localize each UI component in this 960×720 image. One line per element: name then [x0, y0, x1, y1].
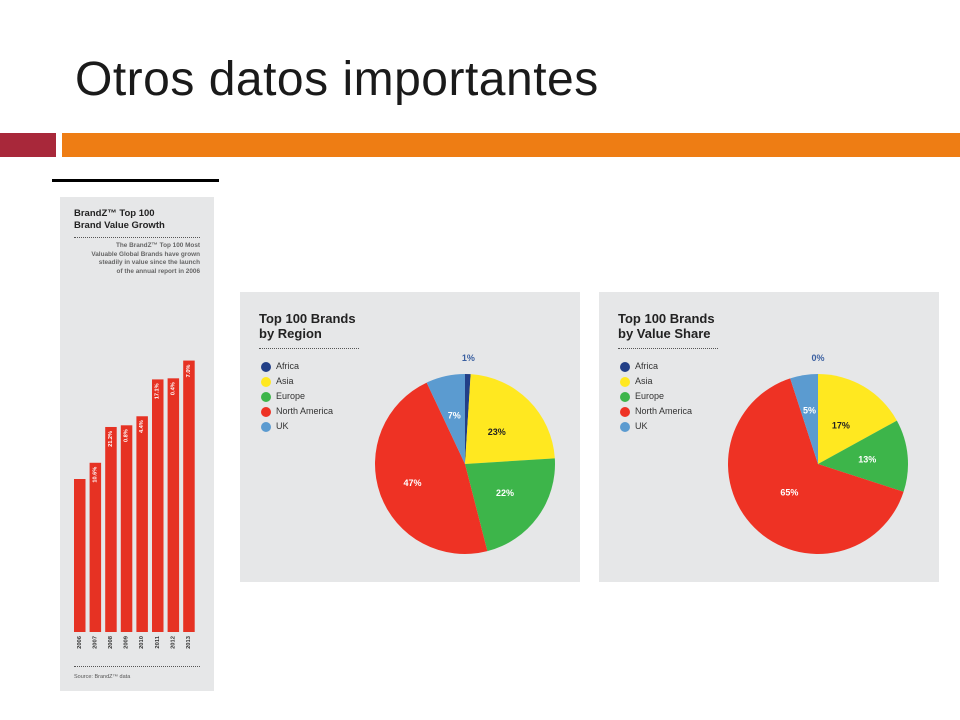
- dotted-divider: [259, 348, 359, 349]
- bar-2012: [167, 378, 180, 632]
- legend-label: Africa: [635, 361, 659, 371]
- dotted-divider: [618, 348, 718, 349]
- bar-2008: [105, 426, 117, 632]
- growth-bar-chart: 2006 10.6% 2007 21.2% 2008 0.8% 2009 4.4% 2010 17…: [74, 360, 195, 649]
- legend-label: UK: [635, 421, 648, 431]
- region-title-line-2: by Region: [259, 326, 322, 341]
- slice-north-america: [374, 382, 488, 554]
- bar-year-label: 2011: [155, 635, 161, 648]
- bar-year-label: 2007: [92, 636, 98, 649]
- bar-2011: [152, 379, 164, 632]
- slice-value-label: 5%: [803, 406, 816, 416]
- brand-value-growth-panel: BrandZ™ Top 100 Brand Value Growth The B…: [60, 197, 214, 691]
- slice-europe: [818, 420, 908, 492]
- bar-value-label: 17.1%: [155, 383, 161, 399]
- bar-year-label: 2010: [139, 636, 145, 649]
- bar-2007: [89, 462, 102, 632]
- value-title-line-1: Top 100 Brands: [618, 311, 715, 326]
- bar-value-label: 4.4%: [139, 420, 145, 433]
- slice-value-label: 13%: [858, 454, 876, 464]
- slice-value-label: 47%: [403, 478, 421, 488]
- bar-year-label: 2012: [170, 636, 176, 649]
- bar-value-label: 10.6%: [92, 467, 98, 483]
- region-title-line-1: Top 100 Brands: [259, 311, 356, 326]
- slice-north-america: [728, 378, 904, 554]
- legend-label: North America: [635, 406, 693, 416]
- dotted-divider: [74, 237, 200, 238]
- legend-label: Europe: [635, 391, 665, 401]
- source-note: Source: BrandZ™ data: [74, 674, 131, 680]
- bar-value-label: 0.8%: [124, 429, 130, 442]
- slice-europe: [465, 458, 555, 552]
- region-pie-chart: 1% 23% 22% 47% 7%: [374, 353, 555, 554]
- legend-swatch: [261, 422, 271, 432]
- region-chart-title: Top 100 Brands by Region: [259, 311, 356, 341]
- region-pie-panel: Top 100 Brands by Region Africa Asia Europ…: [240, 292, 580, 582]
- legend-swatch: [261, 362, 271, 372]
- bar-value-label: 7.0%: [186, 365, 192, 378]
- legend-swatch: [261, 407, 271, 417]
- slice-uk: [426, 374, 465, 464]
- slice-value-label: 23%: [488, 427, 506, 437]
- value-share-pie-panel: Top 100 Brands by Value Share Africa Asia…: [599, 292, 939, 582]
- legend-swatch: [620, 377, 630, 387]
- value-share-chart-title: Top 100 Brands by Value Share: [618, 311, 715, 341]
- bar-year-label: 2009: [124, 635, 130, 649]
- slice-value-label: 0%: [811, 353, 824, 363]
- legend-swatch: [620, 407, 630, 417]
- bar-2009: [120, 425, 133, 632]
- bar-year-label: 2006: [77, 635, 83, 649]
- description-line: The BrandZ™ Top 100 Most: [115, 242, 200, 249]
- growth-chart-title: BrandZ™ Top 100 Brand Value Growth: [74, 208, 165, 232]
- slice-value-label: 17%: [832, 420, 850, 430]
- accent-bar-orange: [62, 133, 960, 157]
- value-title-line-2: by Value Share: [618, 326, 711, 341]
- bar-2013: [183, 360, 195, 632]
- legend-swatch: [261, 377, 271, 387]
- legend-label: UK: [276, 421, 289, 431]
- legend-swatch: [620, 422, 630, 432]
- underline-rule: [52, 179, 219, 182]
- slide-title: Otros datos importantes: [75, 53, 599, 106]
- bar-year-label: 2008: [108, 635, 114, 649]
- bar-value-label: 0.4%: [170, 382, 176, 395]
- value-share-pie-chart: 0% 17% 13% 65% 5%: [728, 353, 908, 554]
- legend-label: Asia: [276, 376, 294, 386]
- legend-label: Europe: [276, 391, 306, 401]
- description-line: of the annual report in 2006: [116, 267, 200, 275]
- bar-2010: [136, 416, 148, 632]
- description-line: Valuable Global Brands have grown: [91, 250, 200, 258]
- bar-year-label: 2013: [186, 635, 192, 649]
- slice-asia: [818, 374, 897, 464]
- growth-title-line-2: Brand Value Growth: [74, 220, 165, 231]
- slice-value-label: 1%: [462, 353, 475, 363]
- slice-value-label: 65%: [780, 488, 798, 498]
- legend-swatch: [620, 362, 630, 372]
- slice-africa: [465, 374, 471, 464]
- growth-title-line-1: BrandZ™ Top 100: [74, 208, 155, 219]
- accent-bar-red: [0, 133, 56, 157]
- legend-label: Asia: [635, 376, 653, 386]
- growth-description: The BrandZ™ Top 100 Most Valuable Global…: [74, 242, 200, 276]
- slice-value-label: 7%: [448, 411, 461, 421]
- bar-value-label: 21.2%: [108, 431, 114, 447]
- bar-2006: [74, 479, 86, 632]
- slice-asia: [465, 374, 555, 464]
- legend-label: Africa: [276, 361, 300, 371]
- description-line: steadily in value since the launch: [98, 259, 200, 266]
- legend-swatch: [620, 392, 630, 402]
- legend-swatch: [261, 392, 271, 402]
- slice-uk: [790, 374, 818, 464]
- slice-value-label: 22%: [496, 488, 514, 498]
- legend-label: North America: [276, 406, 334, 416]
- dotted-divider-bottom: [74, 666, 200, 667]
